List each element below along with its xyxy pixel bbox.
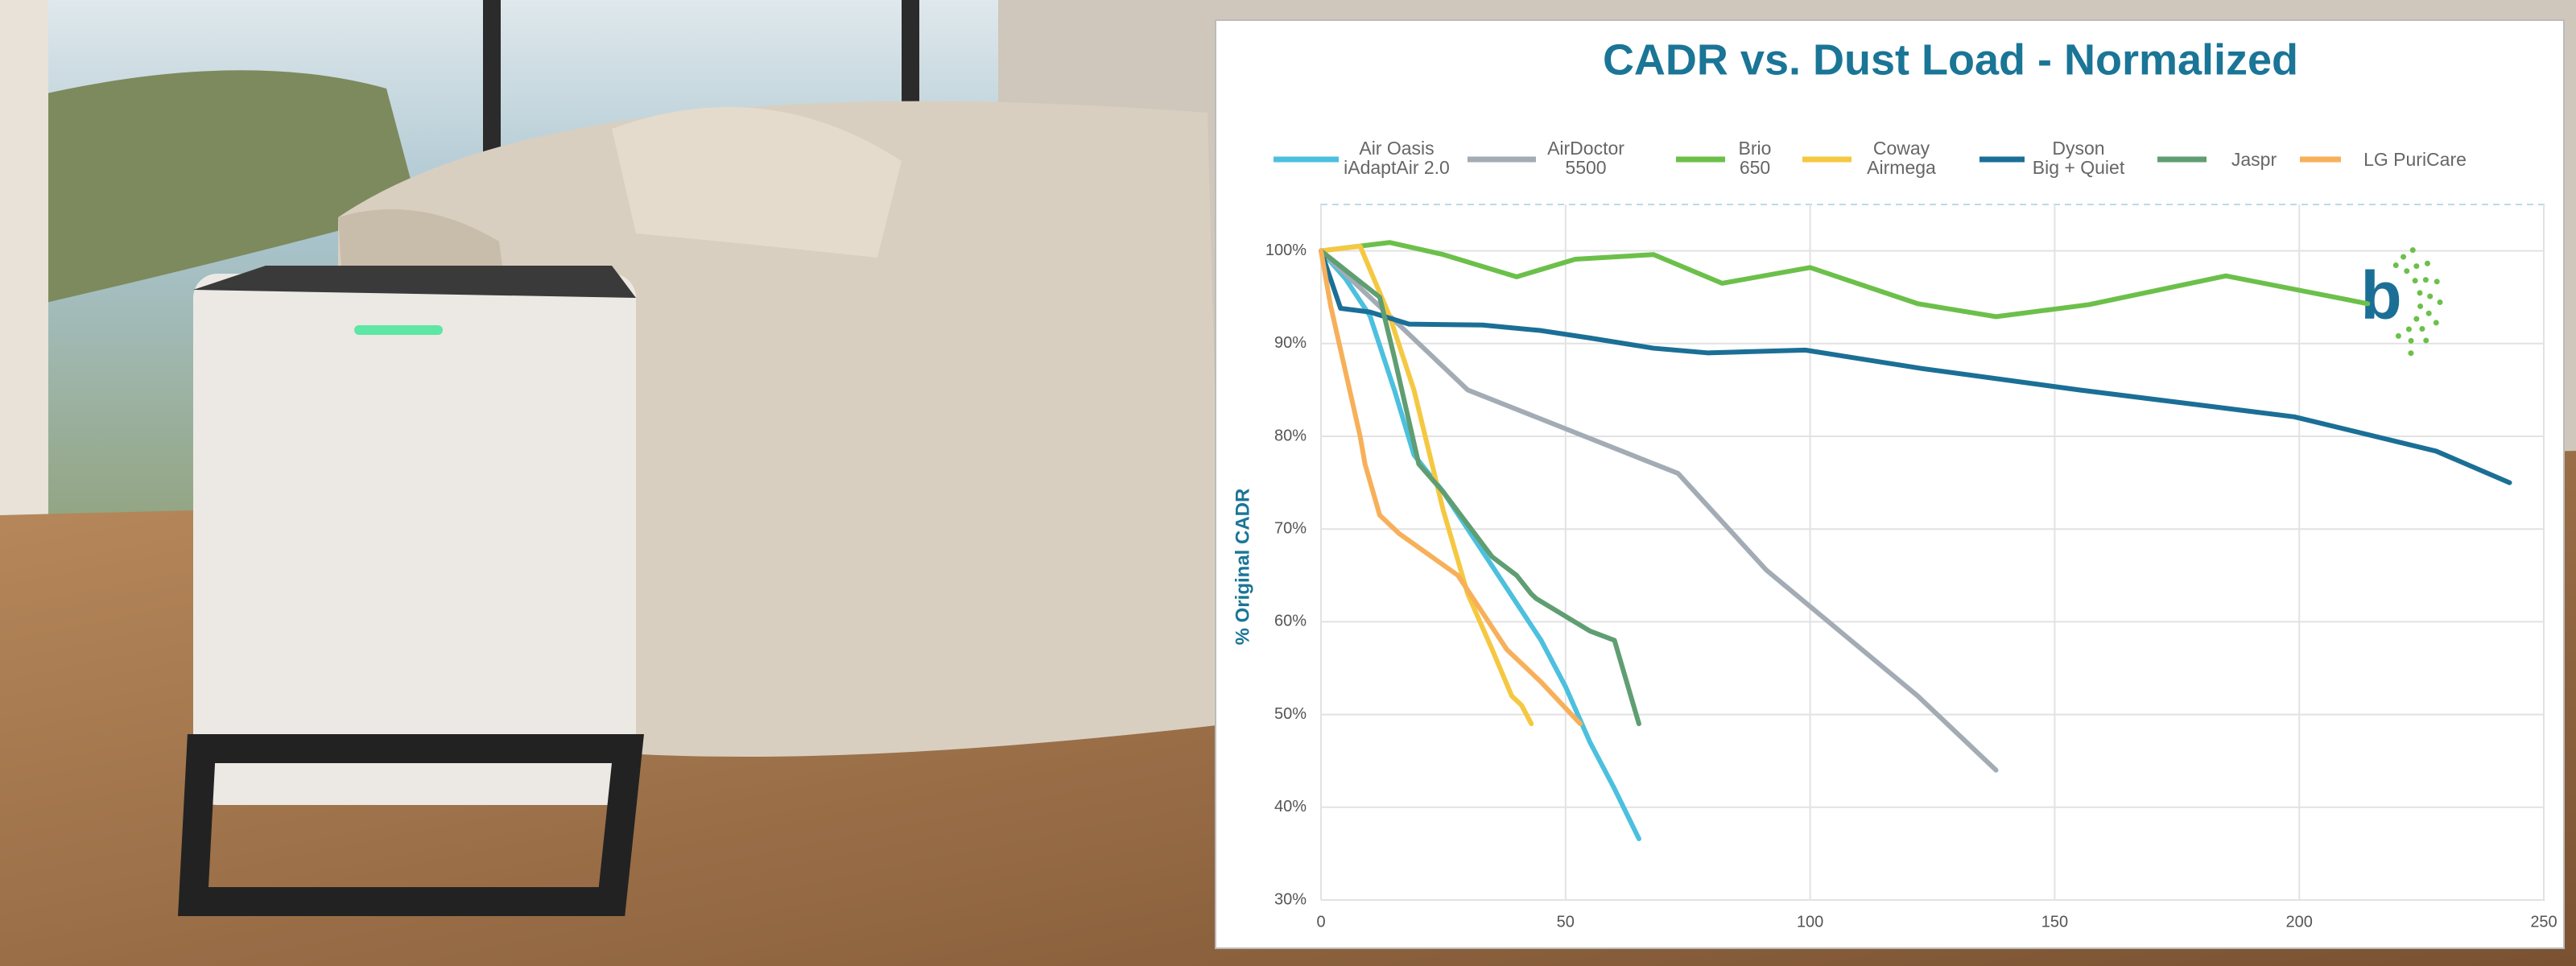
logo-dot (2412, 278, 2418, 284)
chart-panel (1215, 19, 2565, 949)
cushion (612, 106, 902, 258)
y-tick-label: 40% (1274, 798, 1307, 815)
logo-dot (2395, 332, 2401, 339)
purifier-light (354, 325, 443, 335)
y-tick-label: 70% (1274, 519, 1307, 537)
legend-label: Brio 650 (1738, 138, 1772, 178)
logo-dot (2413, 316, 2420, 322)
series-line (1319, 248, 1999, 773)
y-tick-label: 60% (1274, 613, 1307, 630)
x-tick-label: 150 (2041, 913, 2068, 931)
logo-dot (2413, 263, 2420, 270)
legend-label: Coway Airmega (1867, 138, 1936, 178)
logo: b (2360, 258, 2401, 333)
y-tick-label: 100% (1265, 242, 1307, 259)
logo-dot (2408, 350, 2414, 357)
legend-label: Dyson Big + Quiet (2032, 138, 2125, 178)
logo-dot (2405, 326, 2412, 332)
series-line (1319, 240, 2371, 320)
logo-dot (2417, 303, 2424, 309)
logo-dot (2422, 277, 2429, 283)
x-tick-label: 50 (1557, 913, 1575, 931)
series-line (1319, 248, 1641, 841)
logo-dot (2419, 326, 2425, 332)
y-tick-label: 50% (1274, 705, 1307, 723)
cliffs (32, 70, 419, 306)
logo-dot (2409, 247, 2416, 254)
logo-dot (2404, 268, 2410, 275)
curtain (0, 0, 48, 580)
logo-dot (2423, 337, 2429, 344)
y-tick-label: 30% (1274, 890, 1307, 908)
y-axis-title: % Original CADR (1232, 489, 1253, 646)
series-line (1319, 243, 1534, 727)
purifier-legs (178, 734, 644, 916)
y-tick-label: 80% (1274, 427, 1307, 444)
legend-label: AirDoctor 5500 (1547, 138, 1624, 178)
series-line (1319, 248, 1641, 727)
purifier-top (193, 266, 636, 298)
logo-dot (2434, 279, 2440, 285)
y-tick-label: 90% (1274, 334, 1307, 352)
logo-dot (2425, 310, 2432, 316)
logo-dot (2408, 337, 2414, 344)
legend-label: Jaspr (2231, 149, 2277, 170)
legend-label: LG PuriCare (2363, 149, 2467, 170)
chart-title: CADR vs. Dust Load - Normalized (1603, 35, 2298, 84)
series-line (1319, 248, 1583, 727)
logo-dot (2427, 293, 2434, 299)
logo-dot (2392, 262, 2399, 268)
logo-dot (2433, 320, 2439, 326)
x-tick-label: 100 (1797, 913, 1823, 931)
purifier (193, 274, 636, 805)
x-tick-label: 200 (2286, 913, 2313, 931)
logo-dot (2424, 260, 2430, 266)
logo-dot (2401, 254, 2407, 260)
logo-dot (2437, 299, 2443, 305)
x-tick-label: 0 (1316, 913, 1325, 931)
logo-dot (2417, 290, 2423, 296)
x-tick-label: 250 (2530, 913, 2557, 931)
legend-label: Air Oasis iAdaptAir 2.0 (1344, 138, 1450, 178)
